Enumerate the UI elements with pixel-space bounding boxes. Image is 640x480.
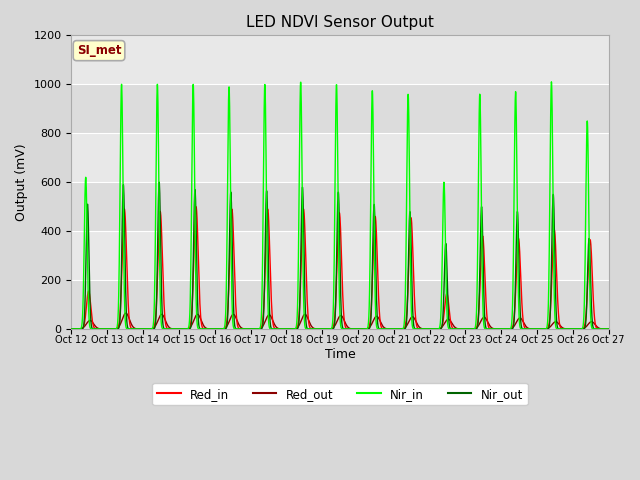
Y-axis label: Output (mV): Output (mV) xyxy=(15,144,28,221)
Bar xyxy=(72,280,609,329)
Bar xyxy=(72,84,609,133)
Title: LED NDVI Sensor Output: LED NDVI Sensor Output xyxy=(246,15,434,30)
Text: SI_met: SI_met xyxy=(77,44,121,57)
X-axis label: Time: Time xyxy=(324,348,355,361)
Bar xyxy=(72,231,609,280)
Bar xyxy=(72,133,609,182)
Legend: Red_in, Red_out, Nir_in, Nir_out: Red_in, Red_out, Nir_in, Nir_out xyxy=(152,383,528,405)
Bar xyxy=(72,182,609,231)
Bar xyxy=(72,36,609,84)
